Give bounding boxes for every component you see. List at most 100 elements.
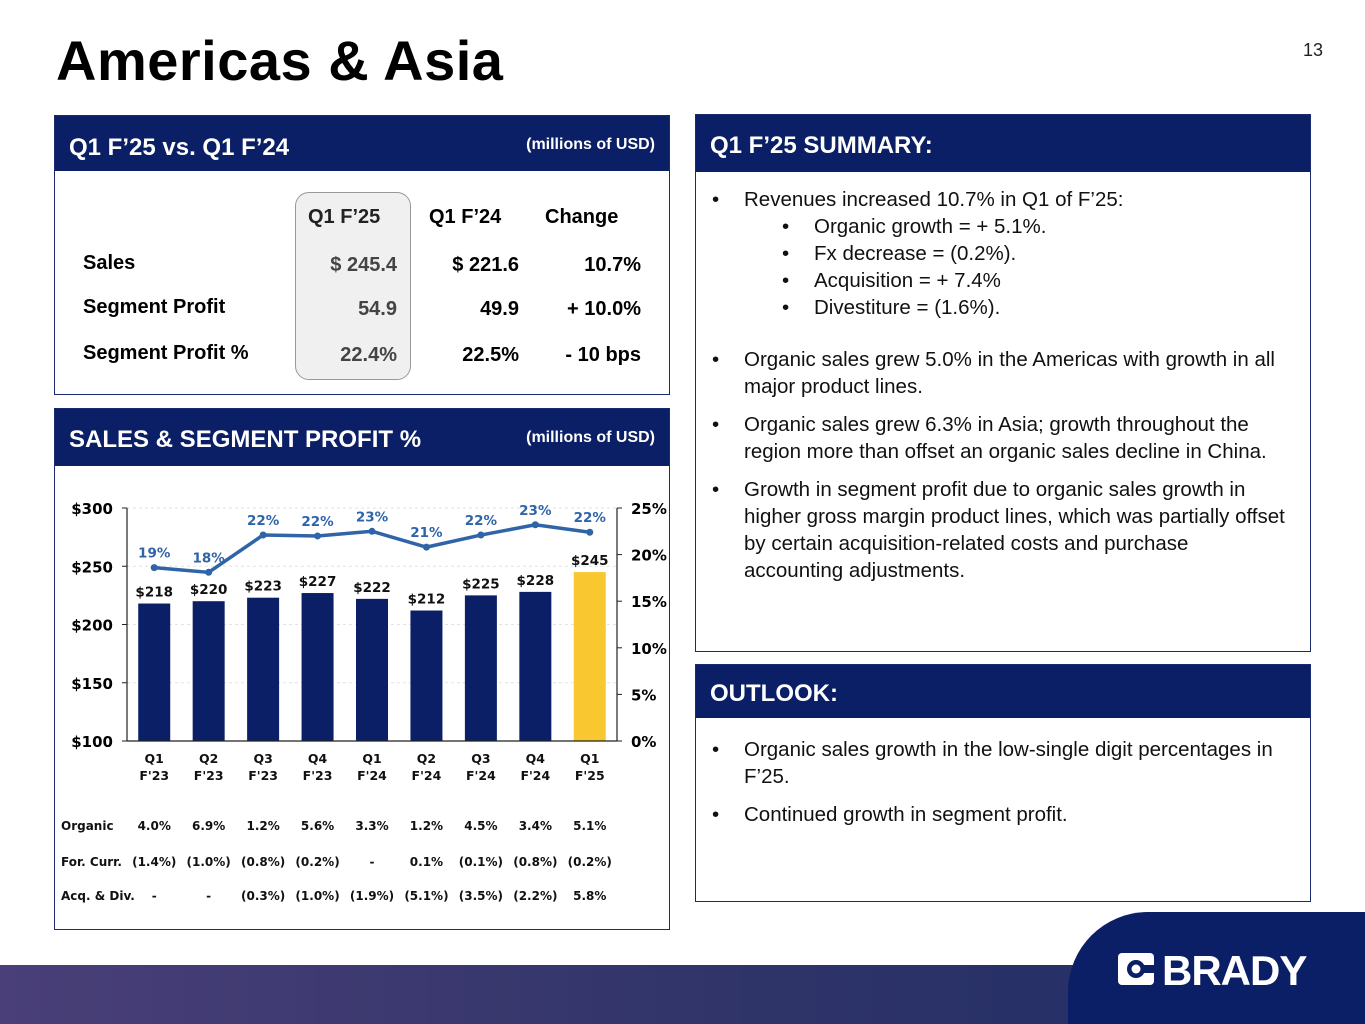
summary-sub-item: Fx decrease = (0.2%). (710, 240, 1290, 267)
profit-pct-label: 21% (410, 525, 443, 541)
outlook-panel: OUTLOOK: Organic sales growth in the low… (695, 664, 1311, 902)
bar (247, 597, 280, 741)
row-label-segment-profit-pct: Segment Profit % (83, 342, 249, 364)
outlook-list: Organic sales growth in the low-single d… (710, 736, 1290, 828)
segment-profit-change: + 10.0% (567, 298, 641, 320)
y-left-tick-label: $100 (71, 733, 113, 751)
breakdown-cell: (0.2%) (295, 855, 339, 869)
profit-pct-point (368, 527, 376, 535)
x-tick-label-year: F'24 (357, 768, 387, 783)
profit-pct-label: 18% (193, 550, 226, 566)
bar (519, 591, 552, 741)
comparison-panel-header: Q1 F’25 vs. Q1 F’24 (millions of USD) (55, 116, 669, 171)
sales-chart-panel-header: SALES & SEGMENT PROFIT % (millions of US… (55, 409, 669, 466)
bar-label: $218 (135, 585, 173, 601)
breakdown-cell: 1.2% (246, 819, 279, 833)
x-tick-label-quarter: Q1 (362, 751, 381, 766)
y-left-tick-label: $200 (71, 617, 113, 635)
summary-item: Growth in segment profit due to organic … (710, 476, 1290, 584)
page-title: Americas & Asia (56, 29, 504, 92)
x-tick-label-year: F'23 (303, 768, 333, 783)
bar-label: $223 (244, 579, 282, 595)
y-right-tick-label: 15% (631, 593, 667, 611)
profit-pct-label: 23% (519, 503, 552, 519)
y-right-tick-label: 10% (631, 640, 667, 658)
segment-profit-pct-change: - 10 bps (565, 344, 641, 366)
profit-pct-point (422, 543, 430, 551)
breakdown-cell: (3.5%) (459, 889, 503, 903)
bar (356, 598, 388, 741)
summary-sub-item: Acquisition = + 7.4% (710, 267, 1290, 294)
breakdown-cell: 0.1% (410, 855, 443, 869)
bar (192, 601, 225, 741)
bar-label: $220 (190, 582, 228, 598)
breakdown-cell: 5.1% (573, 819, 606, 833)
profit-pct-point (586, 528, 594, 536)
x-tick-label-quarter: Q2 (199, 751, 218, 766)
x-tick-label-quarter: Q3 (471, 751, 490, 766)
breakdown-cell: (0.3%) (241, 889, 285, 903)
summary-panel-header: Q1 F’25 SUMMARY: (696, 115, 1310, 172)
profit-pct-label: 19% (138, 546, 171, 562)
comparison-panel-unit: (millions of USD) (526, 136, 655, 153)
segment-profit-pct-q1-f24: 22.5% (462, 344, 519, 366)
x-tick-label-year: F'24 (520, 768, 550, 783)
footer-logo-tab (1068, 912, 1365, 1024)
bar (138, 603, 171, 741)
page-number: 13 (1302, 40, 1323, 60)
x-tick-label-quarter: Q4 (526, 751, 546, 766)
breakdown-cell: (1.4%) (132, 855, 176, 869)
breakdown-cell: (0.1%) (459, 855, 503, 869)
bar-label: $225 (462, 576, 500, 592)
brady-logo-text: BRADY (1162, 947, 1307, 991)
brady-logo: BRADY (1118, 947, 1308, 991)
column-header-q1-f25: Q1 F’25 (308, 206, 381, 228)
x-tick-label-quarter: Q3 (253, 751, 272, 766)
breakdown-row-label: Acq. & Div. (61, 889, 135, 903)
bar (464, 595, 497, 741)
profit-pct-label: 23% (356, 509, 389, 525)
profit-pct-label: 22% (465, 513, 498, 529)
summary-item: Organic sales grew 6.3% in Asia; growth … (710, 411, 1290, 465)
comparison-panel-title: Q1 F’25 vs. Q1 F’24 (69, 134, 290, 161)
row-label-sales: Sales (83, 252, 136, 274)
profit-pct-point (259, 531, 267, 539)
x-tick-label-quarter: Q4 (308, 751, 328, 766)
profit-pct-label: 22% (301, 514, 334, 530)
bar (410, 610, 443, 741)
summary-item: Organic sales grew 5.0% in the Americas … (710, 346, 1290, 400)
sales-q1-f25: $ 245.4 (330, 254, 397, 276)
sales-profit-chart: $100 $150 $200 $250 $300 0% 5% 10% 15% 20% 25% $218… (61, 500, 667, 903)
summary-sub-item: Organic growth = + 5.1%. (710, 213, 1290, 240)
profit-pct-label: 22% (247, 513, 280, 529)
profit-pct-point (205, 568, 213, 576)
breakdown-cell: 3.4% (519, 819, 552, 833)
breakdown-cell: (2.2%) (513, 889, 557, 903)
y-right-tick-label: 0% (631, 733, 656, 751)
bar-label: $227 (299, 574, 337, 590)
breakdown-cell: (0.8%) (241, 855, 285, 869)
profit-pct-point (477, 531, 485, 539)
x-tick-label-quarter: Q1 (145, 751, 164, 766)
profit-pct-point (150, 564, 158, 572)
y-left-tick-label: $300 (71, 500, 113, 518)
comparison-panel: Q1 F’25 vs. Q1 F’24 (millions of USD) Q1… (54, 115, 670, 395)
breakdown-cell: 4.0% (138, 819, 171, 833)
sales-q1-f24: $ 221.6 (452, 254, 519, 276)
column-header-change: Change (545, 206, 619, 228)
segment-profit-pct-q1-f25: 22.4% (340, 344, 397, 366)
breakdown-cell: 1.2% (410, 819, 443, 833)
breakdown-cell: (1.0%) (295, 889, 339, 903)
bar-label: $222 (353, 580, 391, 596)
x-tick-label-quarter: Q2 (417, 751, 436, 766)
y-left-tick-label: $250 (71, 558, 113, 576)
outlook-item: Continued growth in segment profit. (710, 801, 1290, 828)
current-quarter-highlight (295, 192, 411, 380)
breakdown-row-label: Organic (61, 819, 114, 833)
column-header-q1-f24: Q1 F’24 (429, 206, 502, 228)
sales-chart-panel-title: SALES & SEGMENT PROFIT % (69, 426, 422, 453)
row-label-segment-profit: Segment Profit (83, 296, 226, 318)
y-right-tick-label: 5% (631, 686, 656, 704)
breakdown-cell: (0.2%) (568, 855, 612, 869)
x-tick-label-year: F'23 (248, 768, 278, 783)
